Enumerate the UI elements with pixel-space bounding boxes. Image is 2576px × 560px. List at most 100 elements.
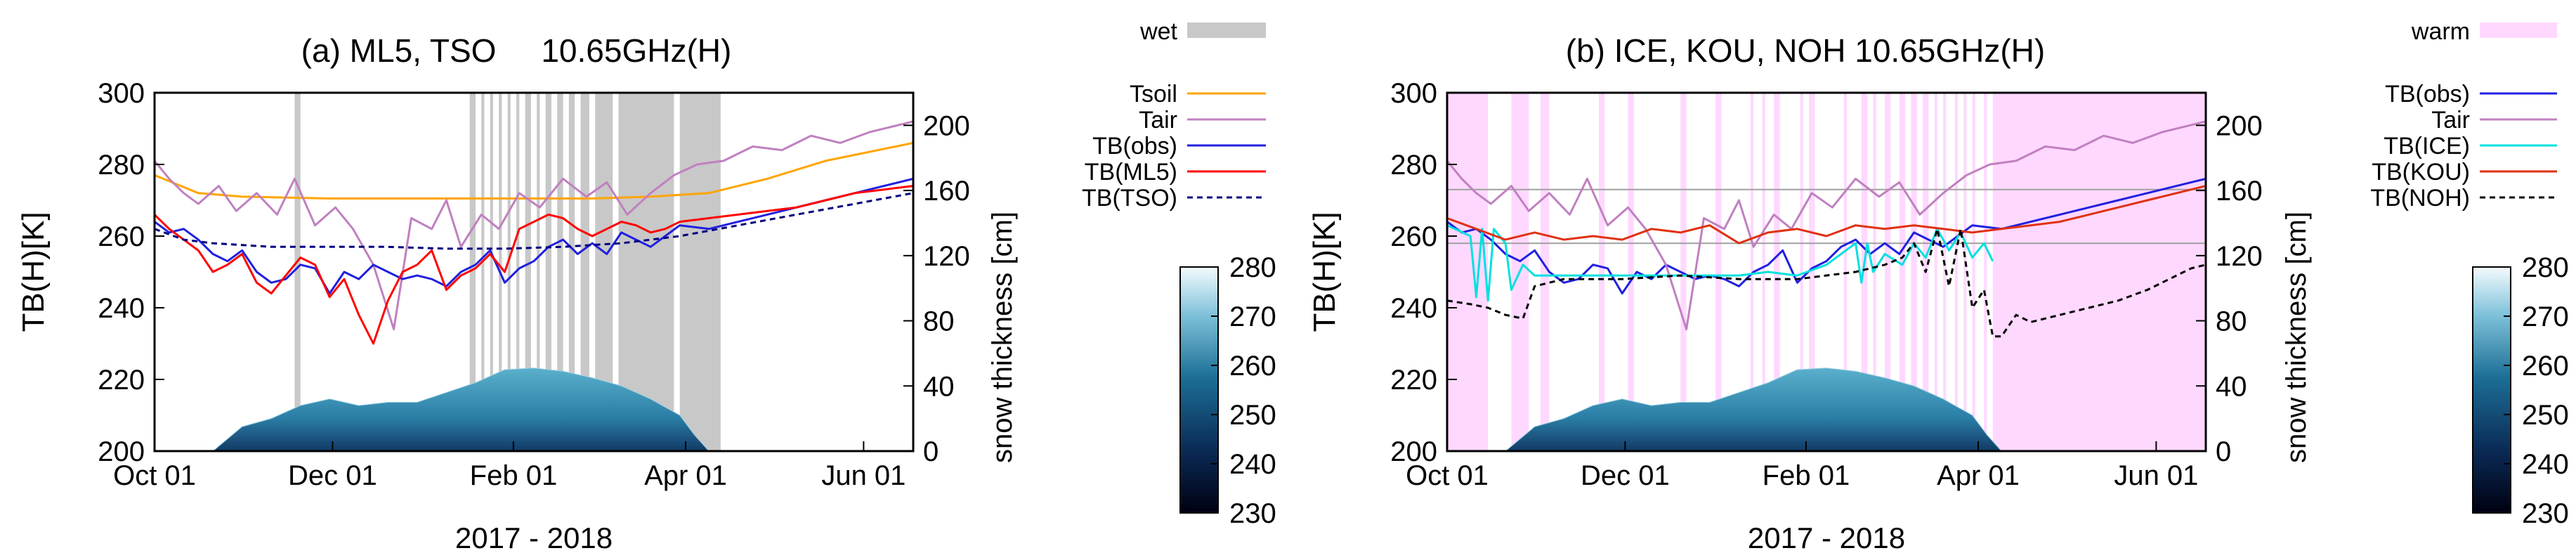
x-tick-label: Feb 01 (470, 460, 558, 491)
x-tick-label: Oct 01 (113, 460, 196, 491)
panel-a-y2-label: snow thickness [cm] (987, 211, 1018, 463)
legend-label: TB(obs) (2385, 81, 2470, 108)
panel-b-colorbar: 230 240 250 260 270 280 (2472, 252, 2569, 529)
colorbar-bar (1179, 266, 1219, 514)
shade-band (679, 93, 721, 451)
x-tick-label: Apr 01 (644, 460, 727, 491)
shade-band (1911, 93, 1917, 451)
legend-label: Tair (1139, 107, 1177, 134)
y-tick-label: 280 (98, 150, 145, 181)
shade-band (1861, 93, 1868, 451)
shade-band (1540, 93, 1550, 451)
legend-label: TB(ICE) (2384, 133, 2470, 159)
legend-label: Tsoil (1130, 81, 1177, 108)
y-tick-label: 220 (1390, 365, 1437, 396)
legend-shade-swatch (2480, 22, 2557, 38)
legend-label: TB(obs) (1092, 133, 1177, 159)
y-tick-label: 220 (98, 365, 145, 396)
shade-band (545, 93, 551, 451)
y2-tick-label: 160 (923, 176, 970, 207)
legend-shade-label: warm (2411, 18, 2470, 45)
panel-b-snow-layer (1504, 367, 2003, 452)
legend-label: TB(TSO) (1082, 185, 1177, 211)
colorbar-tick-label: 280 (2522, 252, 2569, 283)
colorbar-tick-label: 230 (2522, 498, 2569, 529)
legend-shade-swatch (1187, 22, 1266, 38)
y-tick-label: 240 (98, 293, 145, 324)
colorbar-tick-label: 240 (1229, 449, 1276, 480)
shade-band (1800, 93, 1803, 451)
y-tick-label: 200 (98, 436, 145, 467)
shade-band (1809, 93, 1815, 451)
x-tick-label: Jun 01 (2114, 460, 2198, 491)
shade-band (1972, 93, 1975, 451)
y-tick-label: 200 (1390, 436, 1437, 467)
y2-tick-label: 200 (2216, 110, 2263, 141)
legend-label: TB(NOH) (2370, 185, 2470, 211)
shade-band (557, 93, 563, 451)
panel-b: (b) ICE, KOU, NOH 10.65GHz(H) 200 220 240 2… (1307, 18, 2569, 554)
panel-b-y2-label: snow thickness [cm] (2281, 211, 2312, 463)
series-tb-kou (1446, 185, 2206, 245)
shade-band (1943, 93, 1947, 451)
colorbar-tick-label: 260 (1229, 351, 1276, 382)
x-tick-label: Dec 01 (1581, 460, 1670, 491)
y2-tick-label: 40 (923, 371, 955, 402)
panel-a-plot-frame (153, 91, 915, 452)
panel-a-x-label: 2017 - 2018 (455, 521, 613, 554)
colorbar-tick-label: 270 (1229, 301, 1276, 332)
snow-depth-area (211, 367, 710, 452)
panel-a: (a) ML5, TSO 10.65GHz(H) 200 220 240 260 280… (16, 18, 1276, 554)
shade-band (1885, 93, 1891, 451)
shade-band (1599, 93, 1605, 451)
y2-tick-label: 0 (2216, 436, 2231, 467)
colorbar-tick-label: 240 (2522, 449, 2569, 480)
y2-tick-label: 80 (2216, 306, 2247, 337)
legend-label: TB(KOU) (2372, 159, 2470, 185)
series-tb-obs (154, 177, 914, 295)
y2-tick-label: 160 (2216, 176, 2263, 207)
shade-band (1899, 93, 1906, 451)
panel-b-series (1446, 120, 2206, 338)
legend-label: Tair (2431, 107, 2470, 134)
shade-band (568, 93, 575, 451)
shade-band (1984, 93, 1987, 451)
colorbar-tick-label: 250 (1229, 400, 1276, 431)
shade-band (1954, 93, 1958, 451)
panel-a-series (153, 120, 914, 345)
panel-b-y-label: TB(H)[K] (1307, 211, 1342, 332)
y2-tick-label: 0 (923, 436, 939, 467)
y-tick-label: 300 (98, 78, 145, 109)
shade-band (1992, 93, 2206, 451)
panel-b-x-label: 2017 - 2018 (1748, 521, 1905, 554)
shade-band (537, 93, 540, 451)
colorbar-tick-label: 230 (1229, 498, 1276, 529)
y2-tick-label: 120 (2216, 241, 2263, 272)
series-tb-noh (1446, 228, 2206, 338)
shade-band (580, 93, 589, 451)
y-tick-label: 240 (1390, 293, 1437, 324)
shade-band (516, 93, 520, 451)
shade-band (1873, 93, 1876, 451)
shade-band (1774, 93, 1780, 451)
panel-b-reference-lines (1447, 188, 2206, 245)
panel-a-title: (a) ML5, TSO 10.65GHz(H) (301, 32, 732, 69)
colorbar-tick-label: 260 (2522, 351, 2569, 382)
legend-shade-label: wet (1139, 18, 1177, 45)
x-tick-label: Feb 01 (1763, 460, 1850, 491)
shade-band (1628, 93, 1634, 451)
series-tsoil (154, 141, 914, 200)
shade-band (1715, 93, 1722, 451)
panel-b-title: (b) ICE, KOU, NOH 10.65GHz(H) (1566, 32, 2045, 69)
shade-band (525, 93, 531, 451)
y2-tick-label: 40 (2216, 371, 2247, 402)
shade-band (490, 93, 493, 451)
series-tair (1446, 120, 2206, 331)
y-tick-label: 280 (1390, 150, 1437, 181)
colorbar-tick-label: 270 (2522, 301, 2569, 332)
y-tick-label: 260 (1390, 221, 1437, 252)
